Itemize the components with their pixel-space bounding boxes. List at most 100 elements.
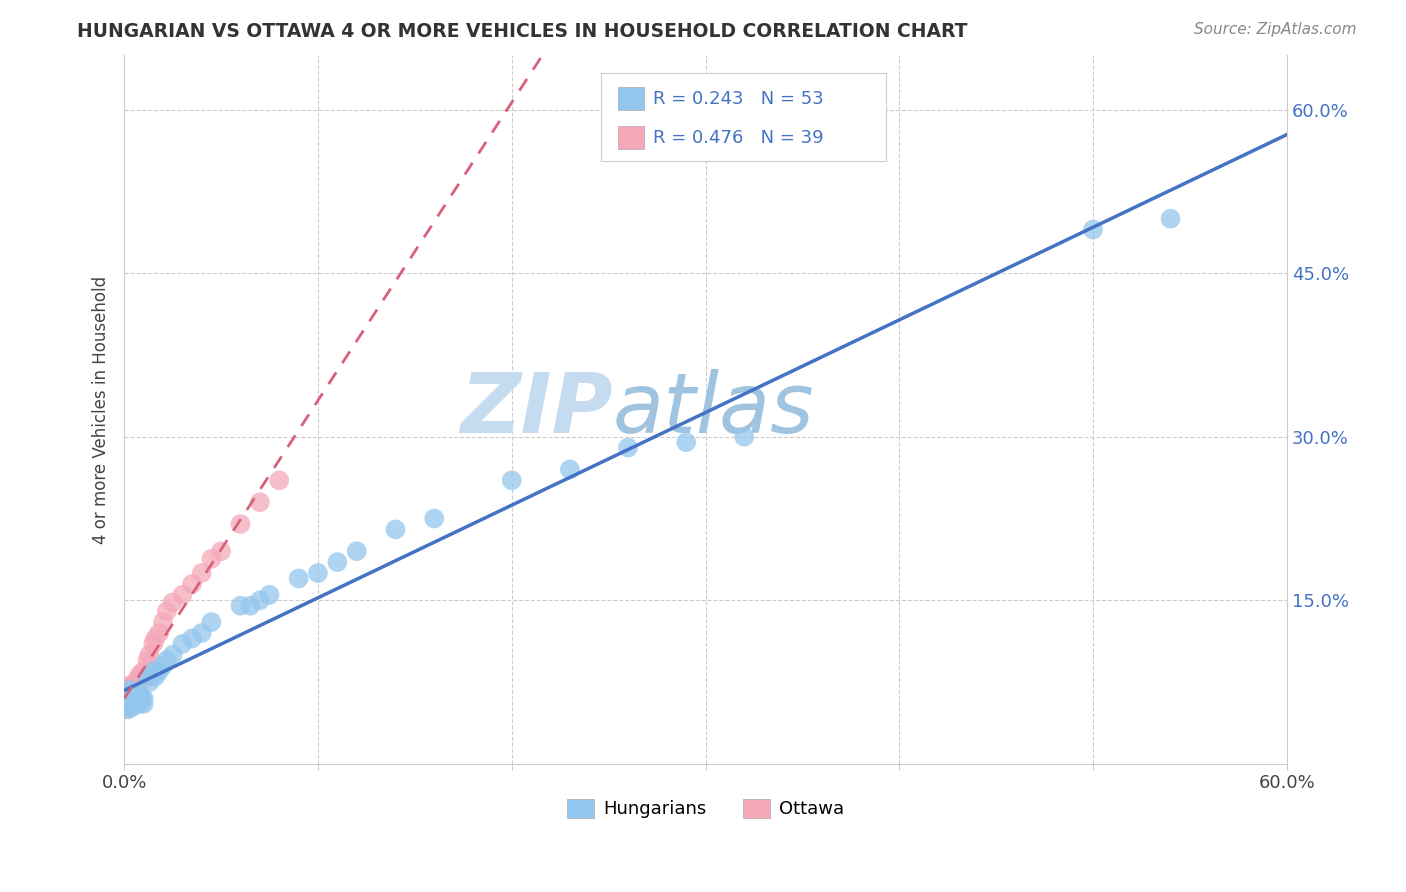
Point xyxy=(122,678,145,692)
Point xyxy=(118,682,141,697)
Point xyxy=(121,691,143,706)
Text: ZIP: ZIP xyxy=(460,369,613,450)
Point xyxy=(117,697,139,711)
Point xyxy=(190,626,212,640)
Point xyxy=(131,691,153,706)
Text: atlas: atlas xyxy=(613,369,814,450)
Point xyxy=(229,516,252,531)
Point xyxy=(117,691,139,706)
Point xyxy=(121,700,143,714)
Point xyxy=(127,681,149,695)
Point xyxy=(143,670,166,684)
Point xyxy=(115,693,138,707)
Point xyxy=(117,681,139,695)
Point xyxy=(138,675,160,690)
Point xyxy=(152,615,174,629)
Point xyxy=(127,693,149,707)
Point xyxy=(1081,222,1104,236)
Point xyxy=(239,599,262,613)
Point xyxy=(249,495,271,509)
Point xyxy=(269,474,291,488)
Point xyxy=(132,664,155,678)
Point xyxy=(423,511,446,525)
Point xyxy=(115,682,138,697)
Point xyxy=(122,697,145,711)
Point xyxy=(249,593,271,607)
Point xyxy=(118,686,141,700)
Point xyxy=(156,653,179,667)
Point xyxy=(117,697,139,711)
Point xyxy=(125,693,148,707)
Point xyxy=(209,544,232,558)
Point xyxy=(132,691,155,706)
Point xyxy=(117,702,139,716)
Point xyxy=(558,462,581,476)
Point xyxy=(617,441,640,455)
Point xyxy=(259,588,281,602)
Point xyxy=(172,588,194,602)
Point xyxy=(172,637,194,651)
Point xyxy=(115,690,138,704)
Text: HUNGARIAN VS OTTAWA 4 OR MORE VEHICLES IN HOUSEHOLD CORRELATION CHART: HUNGARIAN VS OTTAWA 4 OR MORE VEHICLES I… xyxy=(77,22,967,41)
Point xyxy=(117,693,139,707)
Text: R = 0.243   N = 53: R = 0.243 N = 53 xyxy=(654,90,824,108)
Point xyxy=(229,599,252,613)
Point xyxy=(122,686,145,700)
Text: Source: ZipAtlas.com: Source: ZipAtlas.com xyxy=(1194,22,1357,37)
Point xyxy=(733,430,755,444)
Point xyxy=(287,572,309,586)
Point xyxy=(127,672,149,686)
FancyBboxPatch shape xyxy=(619,87,644,111)
Point xyxy=(118,693,141,707)
Point xyxy=(152,658,174,673)
Point xyxy=(115,686,138,700)
Point xyxy=(136,670,159,684)
Point xyxy=(1160,211,1182,226)
Point xyxy=(190,566,212,580)
Point xyxy=(128,667,150,681)
Point xyxy=(117,686,139,700)
Point xyxy=(125,690,148,704)
FancyBboxPatch shape xyxy=(600,73,886,161)
Point xyxy=(117,690,139,704)
Point xyxy=(142,664,165,678)
Point xyxy=(115,697,138,711)
Point xyxy=(138,648,160,662)
Point xyxy=(131,670,153,684)
Point xyxy=(125,675,148,690)
Point xyxy=(118,697,141,711)
Point xyxy=(162,648,184,662)
Point xyxy=(200,552,222,566)
Point xyxy=(384,523,406,537)
Point xyxy=(162,595,184,609)
Point xyxy=(156,604,179,618)
Point xyxy=(121,693,143,707)
Point xyxy=(122,686,145,700)
Point xyxy=(127,686,149,700)
Point xyxy=(115,691,138,706)
Point xyxy=(128,675,150,690)
Point xyxy=(181,577,204,591)
Point xyxy=(125,682,148,697)
Point xyxy=(501,474,523,488)
FancyBboxPatch shape xyxy=(619,126,644,149)
Point xyxy=(128,691,150,706)
Point xyxy=(118,678,141,692)
Point xyxy=(200,615,222,629)
Text: R = 0.476   N = 39: R = 0.476 N = 39 xyxy=(654,128,824,146)
Point xyxy=(181,632,204,646)
Y-axis label: 4 or more Vehicles in Household: 4 or more Vehicles in Household xyxy=(93,276,110,543)
Point xyxy=(122,691,145,706)
Point xyxy=(121,682,143,697)
Point xyxy=(143,632,166,646)
Point xyxy=(118,691,141,706)
Point xyxy=(132,697,155,711)
Point xyxy=(675,435,697,450)
Point xyxy=(148,626,170,640)
Point xyxy=(346,544,368,558)
Legend: Hungarians, Ottawa: Hungarians, Ottawa xyxy=(560,792,851,826)
Point xyxy=(142,637,165,651)
Point xyxy=(326,555,349,569)
Point xyxy=(136,653,159,667)
Point xyxy=(115,702,138,716)
